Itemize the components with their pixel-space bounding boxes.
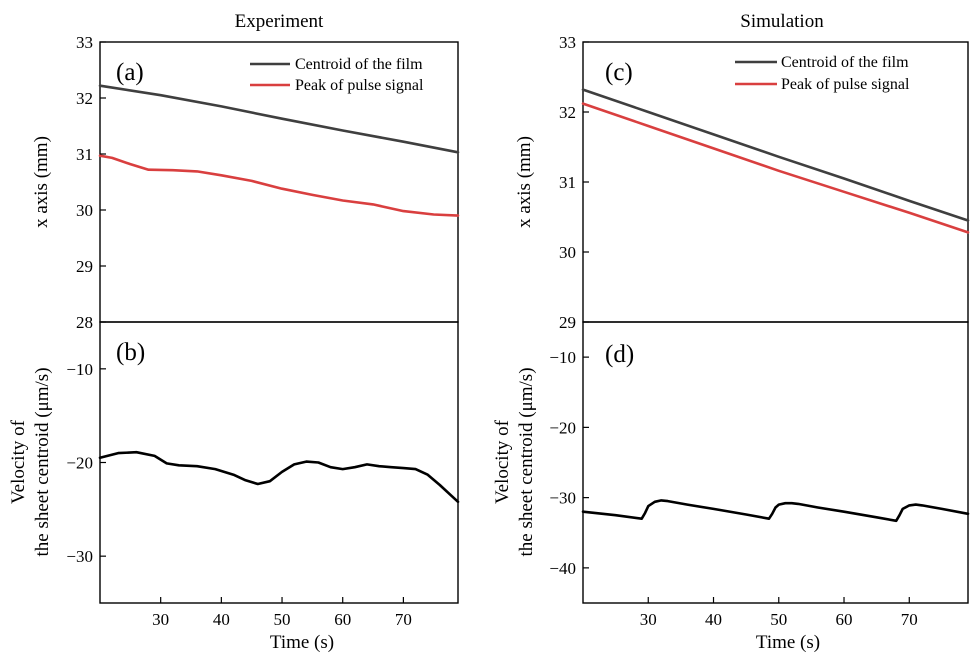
panel-b-x-tick-label: 60 <box>334 610 351 629</box>
panel-c-ylabel: x axis (mm) <box>514 136 535 228</box>
panel-b-y-tick-label: −20 <box>66 454 93 473</box>
panel-a-y-tick-label: 33 <box>76 33 93 52</box>
panel-b-x-tick-label: 40 <box>213 610 230 629</box>
panel-c-legend-label-peak: Peak of pulse signal <box>781 76 910 93</box>
simulation-column-title: Simulation <box>740 11 824 32</box>
panel-b-velocity-experiment: −10 −20 −30 30 40 50 60 70 (b) Velocity of the… <box>8 321 460 653</box>
panel-d-x-tick-label: 60 <box>836 610 853 629</box>
panel-a-y-ticks: 28 29 30 31 32 33 <box>76 33 106 332</box>
panel-d-x-ticks: 30 40 50 60 70 <box>640 597 918 629</box>
panel-d-x-tick-label: 30 <box>640 610 657 629</box>
panel-c-legend: Centroid of the film Peak of pulse signa… <box>735 54 910 93</box>
panel-b-ylabel-line-2: the sheet centroid (μm/s) <box>32 367 53 556</box>
panel-d-ylabel-line-2: the sheet centroid (μm/s) <box>516 367 537 556</box>
panel-b-x-tick-label: 30 <box>152 610 169 629</box>
panel-c-y-tick-label: 33 <box>559 33 576 52</box>
panel-a-series-peak-of-pulse-signal-line <box>98 154 460 217</box>
panel-d-xlabel: Time (s) <box>756 632 820 653</box>
panel-d-x-tick-label: 40 <box>705 610 722 629</box>
panel-a-plot-area <box>98 84 460 217</box>
panel-a-series-centroid-of-the-film-line <box>98 84 460 154</box>
panel-a-y-tick-label: 32 <box>76 89 93 108</box>
panel-d-y-tick-label: −30 <box>549 489 576 508</box>
panel-b-label: (b) <box>116 339 145 366</box>
panel-c-y-tick-label: 29 <box>559 313 576 332</box>
panel-d-plot-area <box>581 499 970 523</box>
panel-d-y-tick-label: −40 <box>549 559 576 578</box>
panel-b-xlabel: Time (s) <box>270 632 334 653</box>
panel-a-label: (a) <box>116 59 144 86</box>
panel-a-centroid-peak-experiment: 28 29 30 31 32 33 (a) x axis (mm) Centroid of… <box>31 33 460 332</box>
panel-c-legend-label-centroid: Centroid of the film <box>781 54 909 71</box>
panel-d-velocity-simulation: −10−20−30−40 30 40 50 60 70 (d) Velocity of … <box>492 321 970 653</box>
panel-d-y-ticks: −10 −20 −30 −40 <box>549 348 589 578</box>
panel-a-y-tick-label: 31 <box>76 145 93 164</box>
panel-c-series-peak-of-pulse-signal-line <box>581 102 970 234</box>
panel-c-y-tick-label: 30 <box>559 243 576 262</box>
panel-d-series-velocity-line <box>581 499 970 523</box>
panel-c-y-ticks: 29 30 31 32 33 <box>559 33 589 332</box>
panel-a-y-tick-label: 30 <box>76 201 93 220</box>
panel-c-plot-area <box>581 88 970 234</box>
panel-c-y-tick-label: 31 <box>559 173 576 192</box>
panel-d-label: (d) <box>605 341 634 368</box>
panel-a-y-tick-label: 28 <box>76 313 93 332</box>
panel-b-y-ticks: −10 −20 −30 <box>66 360 106 566</box>
panel-c-centroid-peak-simulation: 29 30 31 32 33 (c) x axis (mm) Centroid of t… <box>514 33 970 332</box>
panel-c-y-tick-label: 32 <box>559 103 576 122</box>
panel-b-x-tick-label: 50 <box>274 610 291 629</box>
panel-a-legend-label-peak: Peak of pulse signal <box>295 77 424 94</box>
panel-a-legend: Centroid of the film Peak of pulse signa… <box>250 56 424 94</box>
panel-b-y-tick-label: −10 <box>66 360 93 379</box>
panel-b-series-velocity-line <box>98 450 460 504</box>
panel-b-plot-area <box>98 450 460 504</box>
panel-b-frame <box>99 321 459 604</box>
panel-c-series-centroid-of-the-film-line <box>581 88 970 222</box>
panel-b-x-ticks: 30 40 50 60 70 <box>152 597 412 629</box>
panel-d-x-tick-label: 70 <box>901 610 918 629</box>
panel-a-ylabel: x axis (mm) <box>31 136 52 228</box>
panel-a-legend-label-centroid: Centroid of the film <box>295 56 423 73</box>
panel-d-y-tick-label: −20 <box>549 418 576 437</box>
panel-b-x-tick-label: 70 <box>395 610 412 629</box>
panel-b-y-tick-label: −30 <box>66 547 93 566</box>
panel-d-y-tick-label: −10 <box>549 348 576 367</box>
panel-a-y-tick-label: 29 <box>76 257 93 276</box>
panel-c-label: (c) <box>605 59 633 86</box>
panel-b-ylabel-line-1: Velocity of <box>8 419 29 504</box>
panel-d-x-tick-label: 50 <box>770 610 787 629</box>
experiment-column-title: Experiment <box>235 11 324 32</box>
panel-d-frame <box>582 321 969 604</box>
panel-d-ylabel-line-1: Velocity of <box>492 419 513 504</box>
